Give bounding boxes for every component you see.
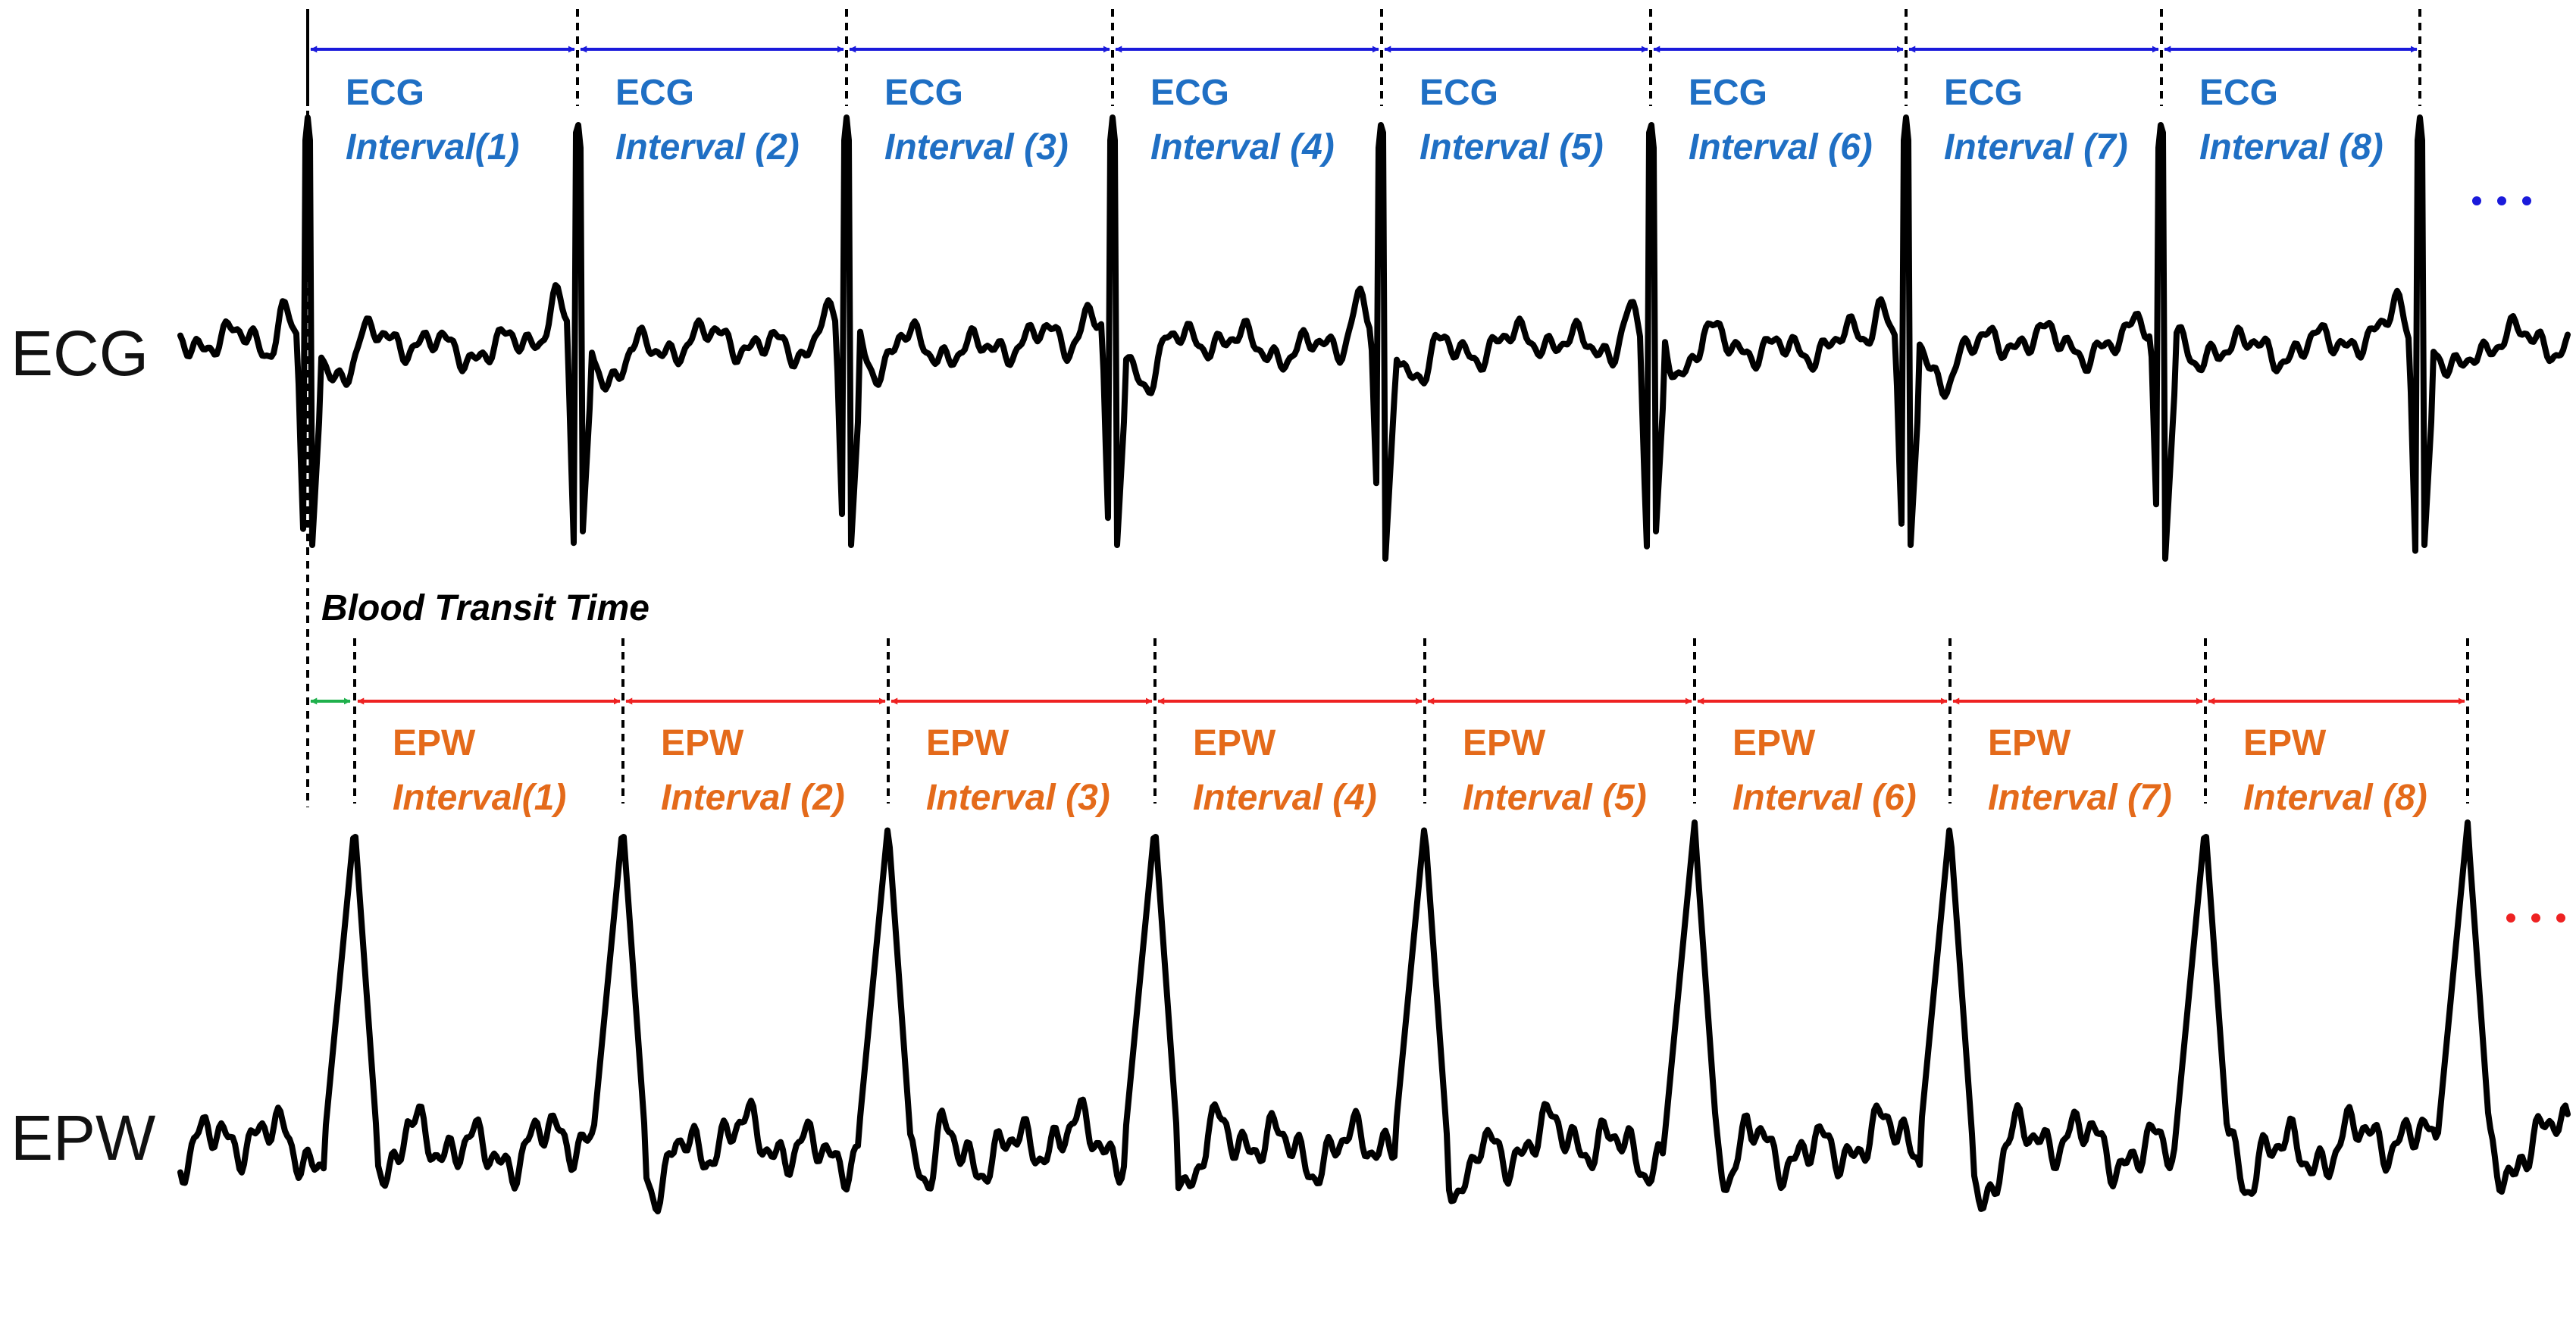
epw-interval-label-title: EPW <box>1732 723 1816 763</box>
epw-interval-labels: EPW Interval(1) EPW Interval (2) EPW Interval… <box>393 723 2427 818</box>
epw-interval-label-title: EPW <box>661 723 744 763</box>
ecg-interval-label-number: Interval (8) <box>2199 127 2384 168</box>
epw-interval-label-title: EPW <box>2243 723 2327 763</box>
epw-interval-label-title: EPW <box>1463 723 1546 763</box>
epw-interval-label-number: Interval (2) <box>661 778 845 818</box>
ecg-interval-markers <box>306 9 2421 106</box>
epw-interval-label-title: EPW <box>1988 723 2071 763</box>
epw-interval-label-number: Interval (6) <box>1732 778 1917 818</box>
ecg-waveform <box>177 114 2571 562</box>
epw-signal-label: EPW <box>11 1102 155 1173</box>
ecg-interval-label-title: ECG <box>615 73 694 113</box>
epw-waveform <box>177 819 2571 1214</box>
ecg-interval-label-number: Interval (4) <box>1150 127 1335 168</box>
epw-continuation-dots <box>2506 913 2565 923</box>
ecg-signal-label: ECG <box>11 318 149 389</box>
epw-interval-label-title: EPW <box>926 723 1009 763</box>
ecg-interval-label-number: Interval (5) <box>1419 127 1604 168</box>
ecg-interval-label-number: Interval(1) <box>346 127 519 168</box>
ecg-interval-label-title: ECG <box>1150 73 1229 113</box>
ecg-interval-label-title: ECG <box>346 73 424 113</box>
ecg-interval-label-title: ECG <box>1689 73 1767 113</box>
ecg-interval-label-title: ECG <box>2199 73 2278 113</box>
epw-interval-label-title: EPW <box>393 723 476 763</box>
ecg-interval-labels: ECG Interval(1) ECG Interval (2) ECG Interval… <box>346 73 2384 168</box>
blood-transit-time-label: Blood Transit Time <box>321 588 649 628</box>
epw-interval-label-number: Interval (8) <box>2243 778 2427 818</box>
epw-interval-label-title: EPW <box>1193 723 1276 763</box>
ecg-interval-label-number: Interval (3) <box>884 127 1069 168</box>
ecg-interval-label-number: Interval (7) <box>1944 127 2128 168</box>
epw-interval-label-number: Interval (3) <box>926 778 1110 818</box>
ecg-interval-label-title: ECG <box>1944 73 2023 113</box>
epw-interval-markers <box>353 638 2469 804</box>
ecg-interval-label-title: ECG <box>1419 73 1498 113</box>
epw-interval-label-number: Interval (7) <box>1988 778 2172 818</box>
ecg-interval-label-number: Interval (6) <box>1689 127 1873 168</box>
ecg-interval-label-number: Interval (2) <box>615 127 800 168</box>
epw-interval-label-number: Interval (4) <box>1193 778 1377 818</box>
epw-interval-label-number: Interval (5) <box>1463 778 1647 818</box>
ecg-continuation-dots <box>2472 196 2531 205</box>
epw-interval-label-number: Interval(1) <box>393 778 566 818</box>
ecg-interval-label-title: ECG <box>884 73 963 113</box>
